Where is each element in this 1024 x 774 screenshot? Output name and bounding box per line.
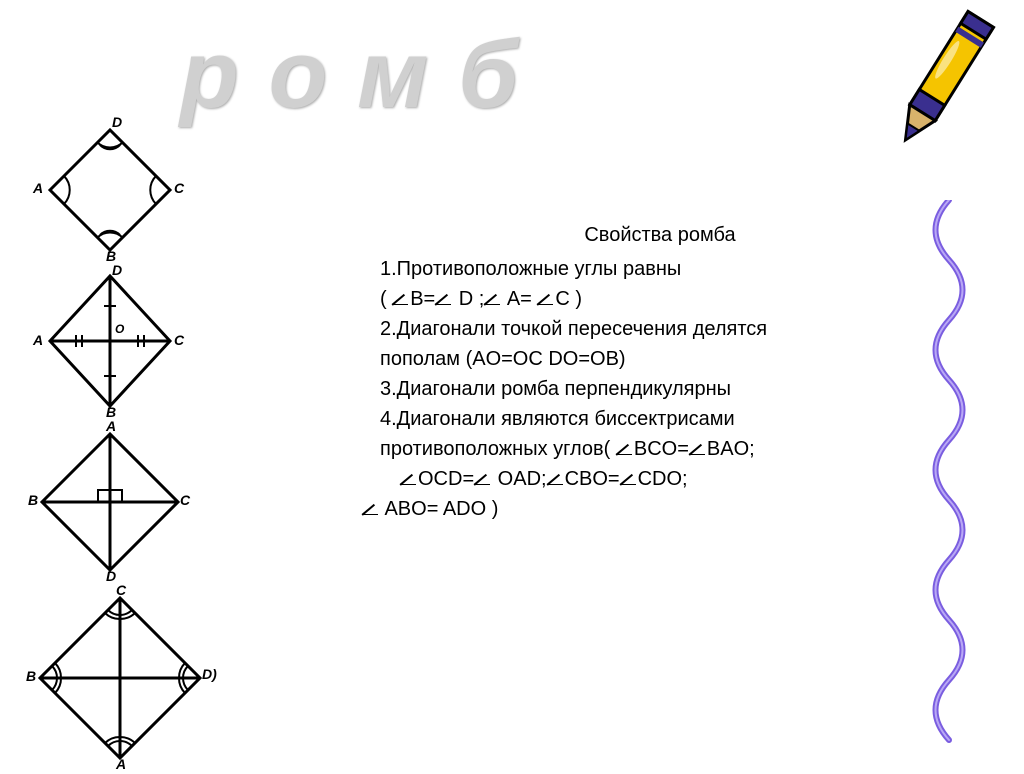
diagram-rhombus-bisect: A C D B O <box>30 266 190 416</box>
properties-text: Свойства ромба 1.Противоположные углы ра… <box>380 220 940 524</box>
prop-4-line3: OCD= OAD;CBO=CDO; <box>380 464 940 494</box>
prop-1-line2: ( B= D ; A= C ) <box>380 284 940 314</box>
angle-icon <box>537 291 555 305</box>
vertex-label: B <box>26 668 36 684</box>
vertex-label: D) <box>202 666 217 682</box>
vertex-label: C <box>174 332 184 348</box>
prop-1-line1: 1.Противоположные углы равны <box>380 254 940 284</box>
vertex-label: D <box>112 114 122 130</box>
prop-2-line2: пополам (AO=OC DO=OB) <box>380 344 940 374</box>
vertex-label: C <box>174 180 184 196</box>
vertex-label: D <box>106 568 116 584</box>
prop-3: 3.Диагонали ромба перпендикулярны <box>380 374 940 404</box>
angle-icon <box>620 471 638 485</box>
diagram-rhombus-perpendicular: A B C D <box>30 422 190 582</box>
angle-icon <box>400 471 418 485</box>
prop-4-line4: ABO= ADO ) <box>362 494 940 524</box>
vertex-label: A <box>33 180 43 196</box>
prop-4-line2: противоположных углов( BCO=BAO; <box>380 434 940 464</box>
angle-icon <box>689 441 707 455</box>
diagram-column: A C D B A C D B O A <box>30 120 230 774</box>
diagram-rhombus-bisectors: C B D) A <box>30 588 210 768</box>
crayon-decoration <box>874 0 1004 180</box>
subtitle: Свойства ромба <box>380 220 940 250</box>
vertex-label: C <box>116 582 126 598</box>
vertex-label: D <box>112 262 122 278</box>
angle-icon <box>547 471 565 485</box>
vertex-label: A <box>116 756 126 772</box>
vertex-label: A <box>33 332 43 348</box>
angle-icon <box>392 291 410 305</box>
prop-4-line1: 4.Диагонали являются биссектрисами <box>380 404 940 434</box>
angle-icon <box>474 471 492 485</box>
diagram-rhombus-angles: A C D B <box>30 120 190 260</box>
page-title: ромб <box>180 20 548 130</box>
angle-icon <box>362 501 380 515</box>
vertex-label: C <box>180 492 190 508</box>
angle-icon <box>435 291 453 305</box>
vertex-label: A <box>106 418 116 434</box>
vertex-label: B <box>28 492 38 508</box>
prop-2-line1: 2.Диагонали точкой пересечения делятся <box>380 314 940 344</box>
angle-icon <box>616 441 634 455</box>
angle-icon <box>484 291 502 305</box>
center-label: O <box>115 322 124 336</box>
